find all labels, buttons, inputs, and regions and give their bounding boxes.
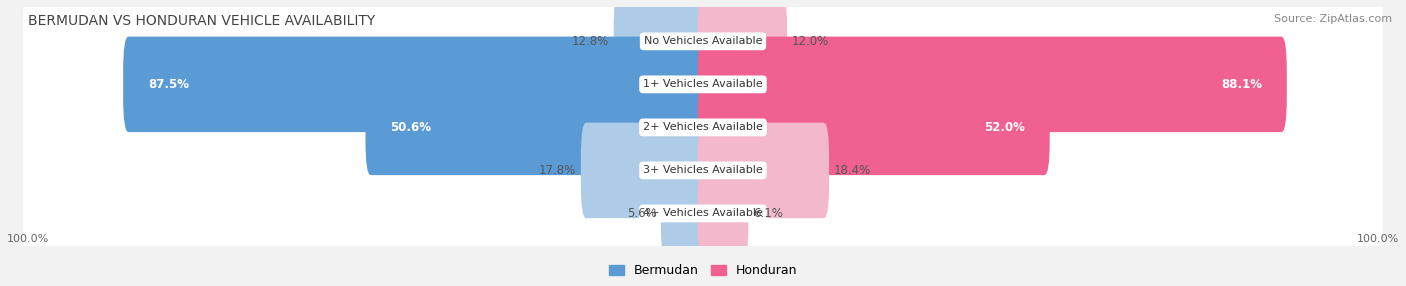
Legend: Bermudan, Honduran: Bermudan, Honduran: [603, 259, 803, 282]
Text: 87.5%: 87.5%: [148, 78, 190, 91]
FancyBboxPatch shape: [24, 0, 1382, 123]
Text: 6.1%: 6.1%: [752, 207, 783, 220]
Text: 50.6%: 50.6%: [391, 121, 432, 134]
Text: 12.0%: 12.0%: [792, 35, 830, 48]
Text: BERMUDAN VS HONDURAN VEHICLE AVAILABILITY: BERMUDAN VS HONDURAN VEHICLE AVAILABILIT…: [28, 14, 375, 28]
Text: No Vehicles Available: No Vehicles Available: [644, 36, 762, 46]
Text: 100.0%: 100.0%: [7, 234, 49, 244]
Text: 18.4%: 18.4%: [834, 164, 870, 177]
Text: 5.6%: 5.6%: [627, 207, 657, 220]
FancyBboxPatch shape: [24, 132, 1382, 286]
FancyBboxPatch shape: [661, 166, 709, 261]
Text: 3+ Vehicles Available: 3+ Vehicles Available: [643, 165, 763, 175]
Text: 88.1%: 88.1%: [1220, 78, 1261, 91]
FancyBboxPatch shape: [613, 0, 709, 89]
FancyBboxPatch shape: [697, 0, 787, 89]
Text: 52.0%: 52.0%: [984, 121, 1025, 134]
Text: 12.8%: 12.8%: [572, 35, 609, 48]
FancyBboxPatch shape: [124, 37, 709, 132]
FancyBboxPatch shape: [24, 3, 1382, 166]
FancyBboxPatch shape: [697, 123, 830, 218]
Text: 2+ Vehicles Available: 2+ Vehicles Available: [643, 122, 763, 132]
FancyBboxPatch shape: [366, 80, 709, 175]
Text: 4+ Vehicles Available: 4+ Vehicles Available: [643, 208, 763, 219]
FancyBboxPatch shape: [697, 80, 1050, 175]
FancyBboxPatch shape: [24, 89, 1382, 252]
Text: 17.8%: 17.8%: [538, 164, 576, 177]
Text: 1+ Vehicles Available: 1+ Vehicles Available: [643, 80, 763, 89]
FancyBboxPatch shape: [24, 46, 1382, 209]
Text: Source: ZipAtlas.com: Source: ZipAtlas.com: [1274, 14, 1392, 24]
FancyBboxPatch shape: [697, 166, 748, 261]
FancyBboxPatch shape: [697, 37, 1286, 132]
FancyBboxPatch shape: [581, 123, 709, 218]
Text: 100.0%: 100.0%: [1357, 234, 1399, 244]
